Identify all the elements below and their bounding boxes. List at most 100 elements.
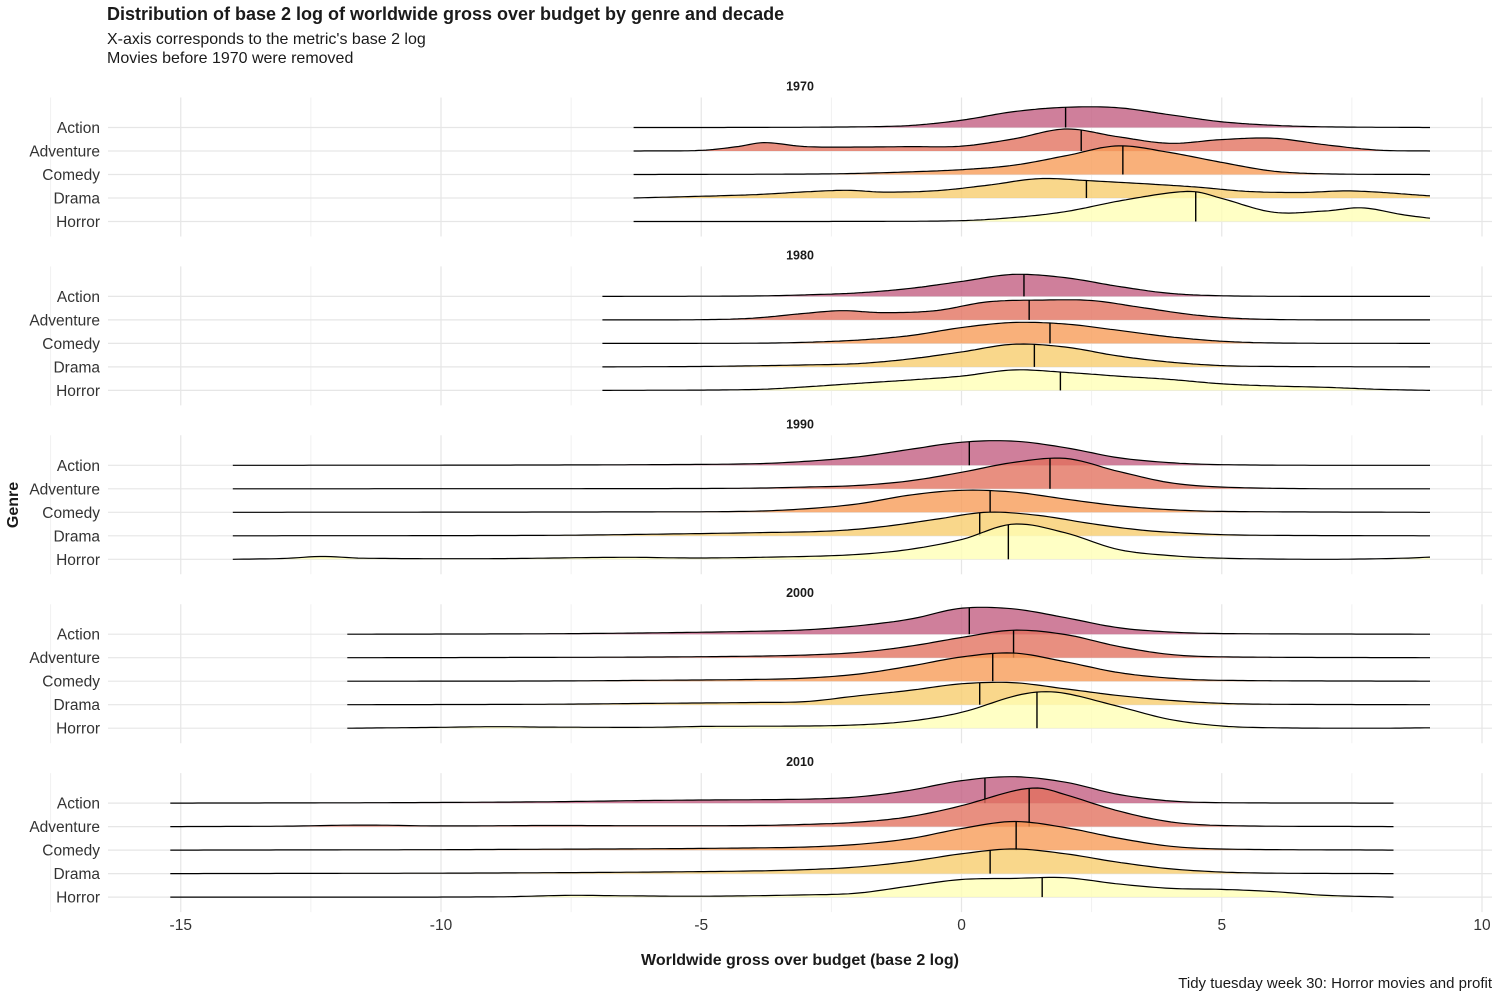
y-tick-label: Comedy (42, 843, 100, 860)
ridge-fill (232, 490, 1430, 513)
ridge-outline (232, 489, 1430, 513)
panel-strip-label: 1980 (786, 248, 814, 262)
y-tick-label: Horror (56, 383, 100, 400)
ridge-fill (633, 178, 1430, 198)
ridge-drama (602, 343, 1430, 368)
ridge-fill (633, 191, 1430, 222)
ridge-action (633, 106, 1430, 129)
y-tick-label: Action (57, 120, 100, 137)
ridge-outline (602, 343, 1430, 368)
ridge-outline (232, 511, 1430, 537)
chart-title: Distribution of base 2 log of worldwide … (107, 4, 785, 24)
y-tick-label: Adventure (29, 481, 100, 498)
ridge-fill (347, 607, 1430, 635)
y-tick-label: Action (57, 627, 100, 644)
y-tick-label: Drama (53, 866, 100, 883)
y-tick-label: Drama (53, 697, 100, 714)
chart-subtitle: X-axis corresponds to the metric's base … (107, 30, 426, 68)
ridge-outline (347, 681, 1430, 706)
ridge-adventure (232, 457, 1430, 490)
x-tick-label: 5 (1217, 917, 1226, 934)
ridge-drama (232, 511, 1430, 537)
y-tick-label: Comedy (42, 167, 100, 184)
ridge-action (347, 606, 1430, 635)
ridge-outline (170, 848, 1394, 875)
ridge-outline (633, 177, 1431, 199)
y-tick-label: Adventure (29, 650, 100, 667)
y-tick-label: Comedy (42, 505, 100, 522)
ridge-drama (170, 848, 1394, 875)
ridge-fill (602, 369, 1430, 391)
panel-2010: 2010 Action Adventure Comedy Drama Horror (29, 755, 1492, 913)
ridge-horror (232, 523, 1431, 560)
subtitle-line-1: X-axis corresponds to the metric's base … (107, 31, 426, 48)
subtitle-line-2: Movies before 1970 were removed (107, 50, 354, 67)
y-tick-label: Horror (56, 214, 100, 231)
y-tick-label: Adventure (29, 144, 100, 161)
ridge-outline (232, 457, 1430, 490)
x-tick-label: -5 (694, 917, 708, 934)
ridge-outline (602, 369, 1431, 391)
panel-2000: 2000 Action Adventure Comedy Drama Horror (29, 586, 1492, 744)
x-tick-label: 10 (1473, 917, 1491, 934)
ridge-drama (347, 681, 1430, 706)
ridge-action (170, 776, 1394, 804)
y-axis-title: Genre (5, 481, 22, 529)
y-tick-label: Action (57, 796, 100, 813)
ridge-horror (170, 876, 1394, 898)
y-tick-label: Drama (53, 528, 100, 545)
ridge-fill (232, 440, 1430, 466)
ridge-outline (232, 523, 1431, 560)
ridge-fill (347, 630, 1430, 658)
ridge-horror (602, 369, 1431, 391)
ridge-outline (602, 273, 1430, 297)
y-tick-label: Adventure (29, 312, 100, 329)
y-tick-label: Drama (53, 191, 100, 208)
ridge-outline (170, 787, 1394, 828)
x-axis-title: Worldwide gross over budget (base 2 log) (641, 952, 959, 969)
ridge-adventure (633, 128, 1431, 152)
ridge-drama (633, 177, 1431, 199)
ridge-comedy (170, 820, 1394, 851)
panel-strip-label: 2010 (786, 755, 814, 769)
ridge-fill (170, 877, 1394, 898)
ridge-outline (633, 128, 1431, 152)
ridge-action (232, 440, 1430, 466)
y-tick-label: Drama (53, 359, 100, 376)
ridge-fill (347, 652, 1430, 682)
ridge-outline (602, 299, 1430, 321)
panel-1990: 1990 Action Adventure Comedy Drama Horror (29, 417, 1492, 575)
ridge-fill (347, 691, 1430, 729)
ridge-fill (170, 821, 1394, 851)
ridge-comedy (602, 321, 1430, 344)
ridge-outline (347, 652, 1430, 682)
ridge-comedy (232, 489, 1430, 513)
ridge-fill (347, 682, 1430, 705)
panel-strip-label: 2000 (786, 586, 814, 600)
y-tick-label: Action (57, 289, 100, 306)
ridge-fill (170, 849, 1394, 874)
x-tick-label: -15 (170, 917, 192, 934)
ridge-outline (633, 190, 1431, 223)
ridge-fill (232, 512, 1430, 536)
ridge-outline (170, 876, 1394, 898)
chart-caption: Tidy tuesday week 30: Horror movies and … (1178, 975, 1492, 992)
y-tick-label: Horror (56, 552, 100, 569)
ridge-fill (602, 344, 1430, 367)
ridge-fill (633, 129, 1430, 151)
ridge-action (602, 273, 1430, 297)
ridge-outline (347, 691, 1430, 729)
ridge-fill (232, 458, 1430, 489)
ridge-outline (232, 440, 1430, 466)
panel-strip-label: 1970 (786, 80, 814, 94)
ridge-outline (170, 820, 1394, 851)
y-tick-label: Action (57, 458, 100, 475)
x-tick-label: -10 (430, 917, 453, 934)
panel-1970: 1970 Action Adventure Comedy Drama Horror (29, 80, 1492, 237)
ridge-outline (347, 629, 1430, 659)
ridge-horror (347, 691, 1430, 729)
ridge-horror (633, 190, 1431, 223)
ridge-outline (602, 321, 1430, 344)
ridge-outline (633, 145, 1430, 176)
